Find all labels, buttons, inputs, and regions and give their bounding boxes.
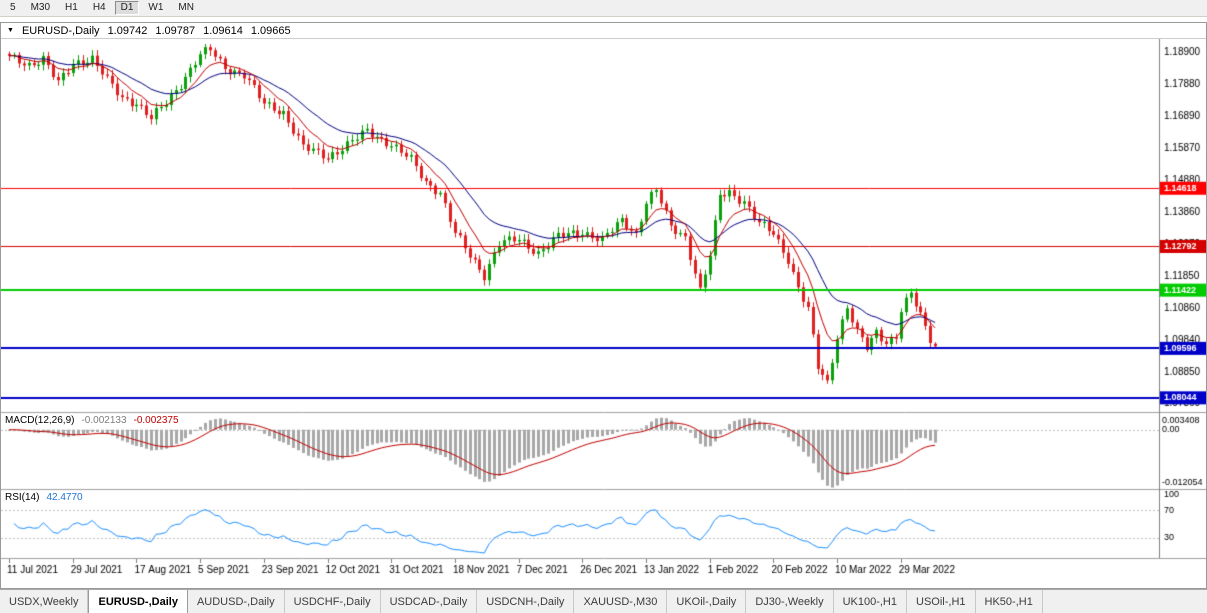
chart-window: ▼ EURUSD-,Daily 1.09742 1.09787 1.09614 … — [0, 22, 1207, 589]
ohlc-close: 1.09665 — [250, 24, 291, 37]
timeframe-toolbar: 5 M30 H1 H4 D1 W1 MN — [0, 0, 1207, 17]
timeframe-button-d1[interactable]: D1 — [114, 1, 140, 15]
chart-symbol-label: EURUSD-,Daily — [21, 24, 100, 37]
timeframe-button-mn[interactable]: MN — [172, 1, 200, 15]
chart-tab-usdchf[interactable]: USDCHF-,Daily — [285, 590, 381, 613]
timeframe-button-m30[interactable]: M30 — [25, 1, 56, 15]
chart-tab-hk50[interactable]: HK50-,H1 — [976, 590, 1043, 613]
chart-tab-uk100[interactable]: UK100-,H1 — [834, 590, 907, 613]
timeframe-button-h4[interactable]: H4 — [87, 1, 112, 15]
chart-tab-xauusd[interactable]: XAUUSD-,M30 — [574, 590, 668, 613]
chart-tab-eurusd[interactable]: EURUSD-,Daily — [88, 590, 188, 613]
price-chart-canvas[interactable] — [1, 39, 1206, 588]
timeframe-button-m5[interactable]: 5 — [4, 1, 22, 15]
ohlc-low: 1.09614 — [203, 24, 243, 37]
chart-tab-usoil[interactable]: USOil-,H1 — [907, 590, 976, 613]
chart-title-bar: ▼ EURUSD-,Daily 1.09742 1.09787 1.09614 … — [1, 23, 1206, 39]
timeframe-button-w1[interactable]: W1 — [142, 1, 169, 15]
ohlc-open: 1.09742 — [107, 24, 148, 37]
timeframe-button-h1[interactable]: H1 — [59, 1, 84, 15]
chart-tab-usdcad[interactable]: USDCAD-,Daily — [381, 590, 478, 613]
chart-tab-usdcnh[interactable]: USDCNH-,Daily — [477, 590, 575, 613]
chart-menu-icon[interactable]: ▼ — [7, 27, 14, 34]
ohlc-high: 1.09787 — [155, 24, 196, 37]
chart-tab-audusd[interactable]: AUDUSD-,Daily — [188, 590, 285, 613]
chart-tab-ukoil[interactable]: UKOil-,Daily — [667, 590, 747, 613]
chart-tab-dj30[interactable]: DJ30-,Weekly — [746, 590, 834, 613]
chart-tab-bar: USDX,Weekly EURUSD-,Daily AUDUSD-,Daily … — [0, 589, 1207, 613]
chart-tab-usdx[interactable]: USDX,Weekly — [0, 590, 89, 613]
